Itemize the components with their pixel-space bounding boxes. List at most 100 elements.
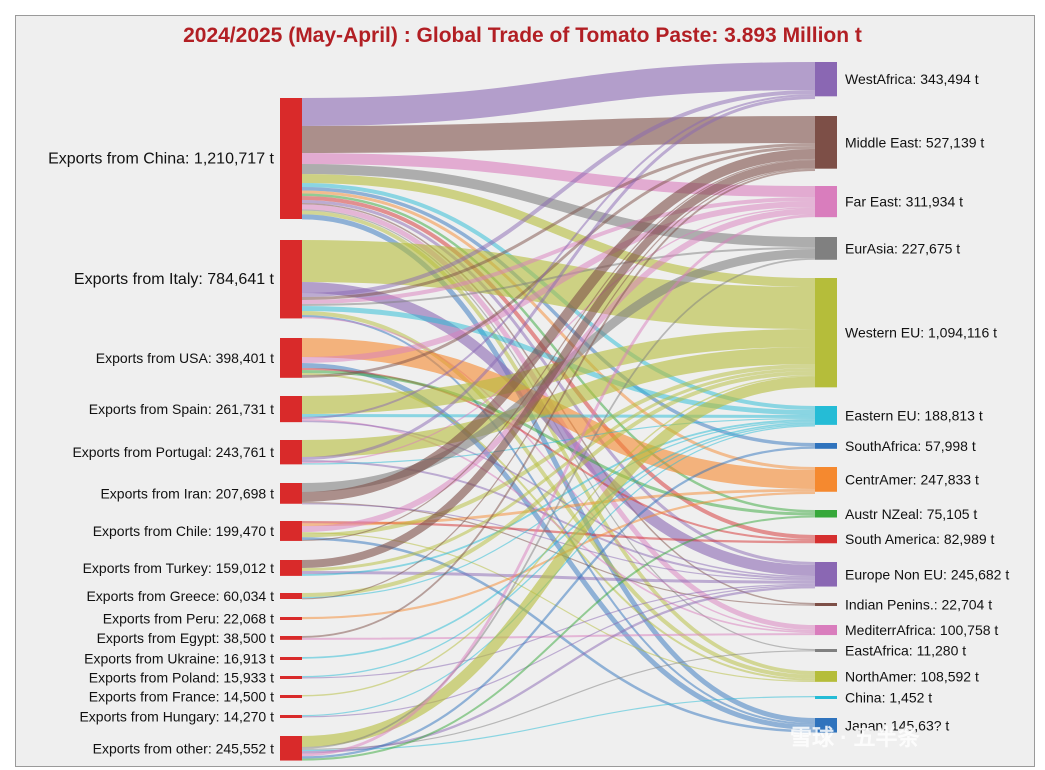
dest-label-eastafrica: EastAfrica: 11,280 t — [845, 643, 966, 659]
dest-label-fareast: Far East: 311,934 t — [845, 194, 963, 210]
source-label-spain: Exports from Spain: 261,731 t — [89, 401, 274, 417]
dest-label-northamer: NorthAmer: 108,592 t — [845, 668, 979, 684]
flow-france-westerneu — [301, 374, 816, 697]
dest-node-middleeast — [815, 116, 837, 169]
dest-node-fareast — [815, 186, 837, 218]
source-node-greece — [280, 593, 302, 599]
flow-layer — [301, 62, 816, 761]
flow-other-fareast — [301, 214, 816, 757]
node-layer — [280, 62, 837, 761]
source-label-portugal: Exports from Portugal: 243,761 t — [72, 444, 274, 460]
source-node-spain — [280, 396, 302, 423]
dest-node-austrnzeal — [815, 510, 837, 518]
flow-usa-fareast — [301, 200, 816, 363]
source-label-peru: Exports from Peru: 22,068 t — [103, 611, 274, 627]
source-node-france — [280, 695, 302, 698]
dest-label-southafrica: SouthAfrica: 57,998 t — [845, 438, 976, 454]
dest-node-europenoneu — [815, 562, 837, 587]
flow-usa-japan — [301, 362, 816, 730]
source-label-china: Exports from China: 1,210,717 t — [48, 151, 274, 168]
source-label-usa: Exports from USA: 398,401 t — [96, 350, 274, 366]
source-label-other: Exports from other: 245,552 t — [93, 740, 274, 756]
flow-portugal-fareast — [301, 206, 816, 464]
flow-chile-centramer — [301, 488, 816, 527]
flow-usa-austrnzeal — [301, 369, 816, 516]
source-node-usa — [280, 338, 302, 378]
dest-node-indianpenins — [815, 603, 837, 606]
flow-china-europenoneu — [301, 199, 816, 565]
source-label-ukraine: Exports from Ukraine: 16,913 t — [84, 651, 274, 667]
dest-label-centramer: CentrAmer: 247,833 t — [845, 471, 979, 487]
dest-label-southamerica: South America: 82,989 t — [845, 531, 995, 547]
flow-italy-europenoneu — [301, 281, 816, 576]
flow-egypt-middleeast — [301, 169, 816, 638]
dest-label-eurasia: EurAsia: 227,675 t — [845, 240, 960, 256]
source-label-iran: Exports from Iran: 207,698 t — [100, 485, 274, 501]
dest-node-southamerica — [815, 535, 837, 544]
source-node-iran — [280, 483, 302, 504]
flow-poland-europenoneu — [301, 583, 816, 679]
flow-spain-easterneu — [301, 413, 816, 418]
dest-label-japan: Japan: 145,63? t — [845, 717, 949, 733]
source-node-egypt — [280, 636, 302, 640]
source-node-china — [280, 98, 302, 219]
dest-node-japan — [815, 718, 837, 733]
flow-italy-fareast — [301, 196, 816, 304]
dest-label-europenoneu: Europe Non EU: 245,682 t — [845, 566, 1009, 582]
flow-other-austrnzeal — [301, 515, 816, 761]
source-node-hungary — [280, 715, 302, 718]
flow-italy-middleeast — [301, 142, 816, 300]
flow-china-westerneu — [301, 173, 816, 287]
dest-label-westafrica: WestAfrica: 343,494 t — [845, 71, 979, 87]
flow-chile-westerneu — [301, 363, 816, 538]
flow-china-westafrica — [301, 62, 816, 126]
flow-italy-mediterrafrica — [301, 316, 816, 632]
flow-other-eurasia — [301, 257, 816, 749]
flow-greece-easterneu — [301, 421, 816, 599]
dest-label-china_dst: China: 1,452 t — [845, 690, 932, 706]
flow-portugal-europenoneu — [301, 459, 816, 580]
dest-node-eastafrica — [815, 649, 837, 652]
source-node-peru — [280, 617, 302, 620]
flow-other-southafrica — [301, 446, 816, 759]
dest-label-austrnzeal: Austr NZeal: 75,105 t — [845, 506, 977, 522]
source-node-chile — [280, 521, 302, 541]
dest-node-easterneu — [815, 406, 837, 425]
source-label-chile: Exports from Chile: 199,470 t — [93, 523, 274, 539]
flow-iran-middleeast — [301, 148, 816, 502]
source-node-portugal — [280, 440, 302, 465]
flow-portugal-westafrica — [301, 95, 816, 460]
dest-label-easterneu: Eastern EU: 188,813 t — [845, 407, 983, 423]
flow-turkey-middleeast — [301, 160, 816, 568]
flow-other-europenoneu — [301, 586, 816, 754]
flow-china-fareast — [301, 152, 816, 197]
source-label-france: Exports from France: 14,500 t — [89, 689, 274, 705]
dest-node-eurasia — [815, 237, 837, 260]
flow-turkey-easterneu — [301, 419, 816, 576]
dest-node-southafrica — [815, 443, 837, 449]
dest-node-westerneu — [815, 278, 837, 388]
flow-china-eurasia — [301, 163, 816, 247]
flow-poland-easterneu — [301, 423, 816, 678]
dest-label-indianpenins: Indian Penins.: 22,704 t — [845, 597, 992, 613]
flow-iran-europenoneu — [301, 503, 816, 581]
source-label-greece: Exports from Greece: 60,034 t — [86, 588, 274, 604]
watermark: 雪球 · 五半条 — [790, 725, 920, 750]
dest-label-middleeast: Middle East: 527,139 t — [845, 134, 984, 150]
flow-chile-japan — [301, 537, 816, 733]
source-node-poland — [280, 676, 302, 679]
source-node-turkey — [280, 560, 302, 576]
source-label-hungary: Exports from Hungary: 14,270 t — [79, 709, 274, 725]
flow-spain-europenoneu — [301, 420, 816, 578]
flow-italy-westafrica — [301, 89, 816, 297]
flow-portugal-easterneu — [301, 417, 816, 465]
flow-chile-middleeast — [301, 158, 816, 542]
dest-label-westerneu: Western EU: 1,094,116 t — [845, 325, 997, 341]
source-node-other — [280, 736, 302, 761]
dest-node-centramer — [815, 467, 837, 492]
source-label-italy: Exports from Italy: 784,641 t — [74, 271, 275, 288]
flow-greece-middleeast — [301, 168, 816, 600]
source-label-egypt: Exports from Egypt: 38,500 t — [97, 630, 275, 646]
source-node-italy — [280, 240, 302, 319]
